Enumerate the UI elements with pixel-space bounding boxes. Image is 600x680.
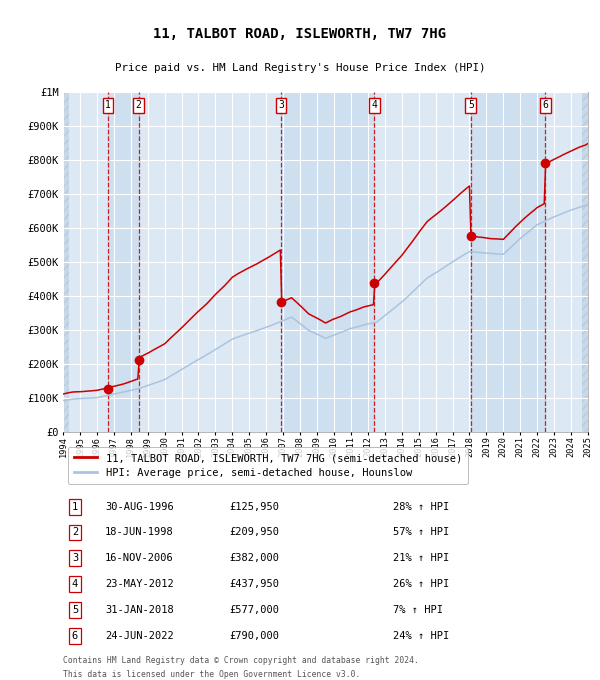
Text: 4: 4 [72,579,78,589]
Text: 31-JAN-2018: 31-JAN-2018 [105,605,174,615]
Text: This data is licensed under the Open Government Licence v3.0.: This data is licensed under the Open Gov… [63,670,361,679]
Text: 24% ↑ HPI: 24% ↑ HPI [393,631,449,641]
Text: 5: 5 [72,605,78,615]
Text: £209,950: £209,950 [229,528,279,537]
Text: £382,000: £382,000 [229,554,279,563]
Text: 1: 1 [72,502,78,511]
Text: 2: 2 [136,101,142,110]
Text: 2: 2 [72,528,78,537]
Text: £790,000: £790,000 [229,631,279,641]
Text: 6: 6 [542,101,548,110]
Bar [108,92,139,432]
Text: Contains HM Land Registry data © Crown copyright and database right 2024.: Contains HM Land Registry data © Crown c… [63,656,419,665]
Text: £577,000: £577,000 [229,605,279,615]
Legend: 11, TALBOT ROAD, ISLEWORTH, TW7 7HG (semi-detached house), HPI: Average price, s: 11, TALBOT ROAD, ISLEWORTH, TW7 7HG (sem… [68,447,468,484]
Bar [63,92,69,432]
Text: 3: 3 [72,554,78,563]
Text: Price paid vs. HM Land Registry's House Price Index (HPI): Price paid vs. HM Land Registry's House … [115,63,485,73]
Text: 24-JUN-2022: 24-JUN-2022 [105,631,174,641]
Text: 23-MAY-2012: 23-MAY-2012 [105,579,174,589]
Text: 28% ↑ HPI: 28% ↑ HPI [393,502,449,511]
Text: £437,950: £437,950 [229,579,279,589]
Bar [471,92,545,432]
Text: 4: 4 [371,101,377,110]
Text: 11, TALBOT ROAD, ISLEWORTH, TW7 7HG: 11, TALBOT ROAD, ISLEWORTH, TW7 7HG [154,27,446,41]
Text: 16-NOV-2006: 16-NOV-2006 [105,554,174,563]
Text: 21% ↑ HPI: 21% ↑ HPI [393,554,449,563]
Bar [582,92,588,432]
Text: 26% ↑ HPI: 26% ↑ HPI [393,579,449,589]
Text: 6: 6 [72,631,78,641]
Text: £125,950: £125,950 [229,502,279,511]
Text: 30-AUG-1996: 30-AUG-1996 [105,502,174,511]
Bar [281,92,374,432]
Text: 7% ↑ HPI: 7% ↑ HPI [393,605,443,615]
Text: 18-JUN-1998: 18-JUN-1998 [105,528,174,537]
Text: 1: 1 [105,101,111,110]
Text: 57% ↑ HPI: 57% ↑ HPI [393,528,449,537]
Text: 5: 5 [468,101,474,110]
Text: 3: 3 [278,101,284,110]
